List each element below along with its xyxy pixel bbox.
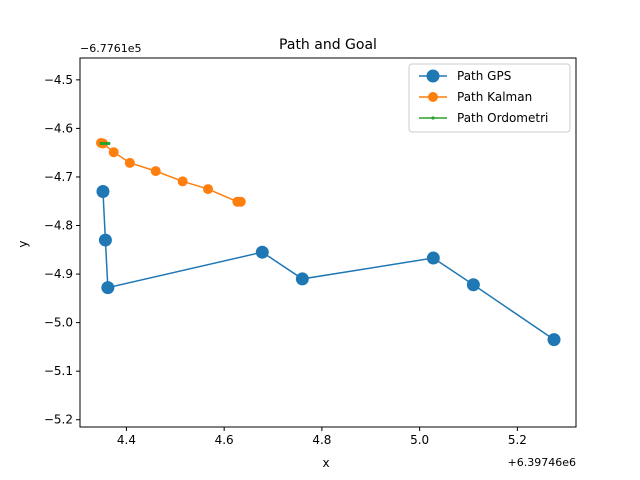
legend-label: Path Kalman	[457, 90, 532, 104]
x-tick-label: 4.8	[312, 433, 331, 447]
y-tick-label: −4.8	[44, 219, 73, 233]
axes-frame	[79, 57, 577, 428]
data-point	[101, 281, 115, 295]
x-offset-label: +6.39746e6	[508, 456, 576, 469]
legend: Path GPS Path Kalman Path Ordometri	[408, 63, 571, 133]
chart-title: Path and Goal	[279, 37, 377, 53]
y-offset-label: −6.7761e5	[80, 42, 141, 55]
data-point	[98, 233, 112, 247]
data-point	[150, 166, 161, 177]
legend-marker	[431, 116, 435, 120]
y-axis-label: y	[16, 240, 30, 247]
series-path-ordometri	[99, 141, 111, 146]
x-tick-label: 4.4	[117, 433, 136, 447]
x-tick-label: 4.6	[215, 433, 234, 447]
legend-label: Path GPS	[457, 69, 511, 83]
x-tick-label: 5.0	[410, 433, 429, 447]
data-point	[235, 196, 246, 207]
data-point	[107, 141, 111, 146]
data-point	[466, 278, 480, 292]
plot-area	[96, 137, 561, 347]
series-line	[102, 191, 555, 341]
data-point	[96, 185, 110, 199]
legend-marker	[428, 92, 438, 102]
axis-ticks: 4.4 4.6 4.8 5.0 5.2 −4.5 −4.6 −4.7 −4.8 −4.9 −5.0 −…	[44, 73, 527, 447]
data-point	[426, 251, 440, 265]
y-tick-label: −4.5	[44, 73, 73, 87]
y-tick-label: −4.7	[44, 170, 73, 184]
data-point	[108, 147, 119, 158]
data-point	[547, 333, 561, 347]
x-axis-label: x	[322, 456, 329, 470]
y-tick-label: −5.1	[44, 364, 73, 378]
data-point	[255, 245, 269, 259]
legend-label: Path Ordometri	[457, 111, 548, 125]
data-point	[295, 272, 309, 286]
series-path-kalman	[96, 137, 246, 207]
data-point	[177, 176, 188, 187]
legend-marker	[426, 69, 440, 83]
data-point	[124, 157, 135, 168]
data-point	[203, 184, 214, 195]
x-tick-label: 5.2	[508, 433, 527, 447]
y-tick-label: −5.2	[44, 413, 73, 427]
series-path-gps	[96, 185, 561, 347]
legend-box	[408, 63, 571, 133]
y-tick-label: −4.9	[44, 267, 73, 281]
y-tick-label: −5.0	[44, 316, 73, 330]
y-tick-label: −4.6	[44, 121, 73, 135]
